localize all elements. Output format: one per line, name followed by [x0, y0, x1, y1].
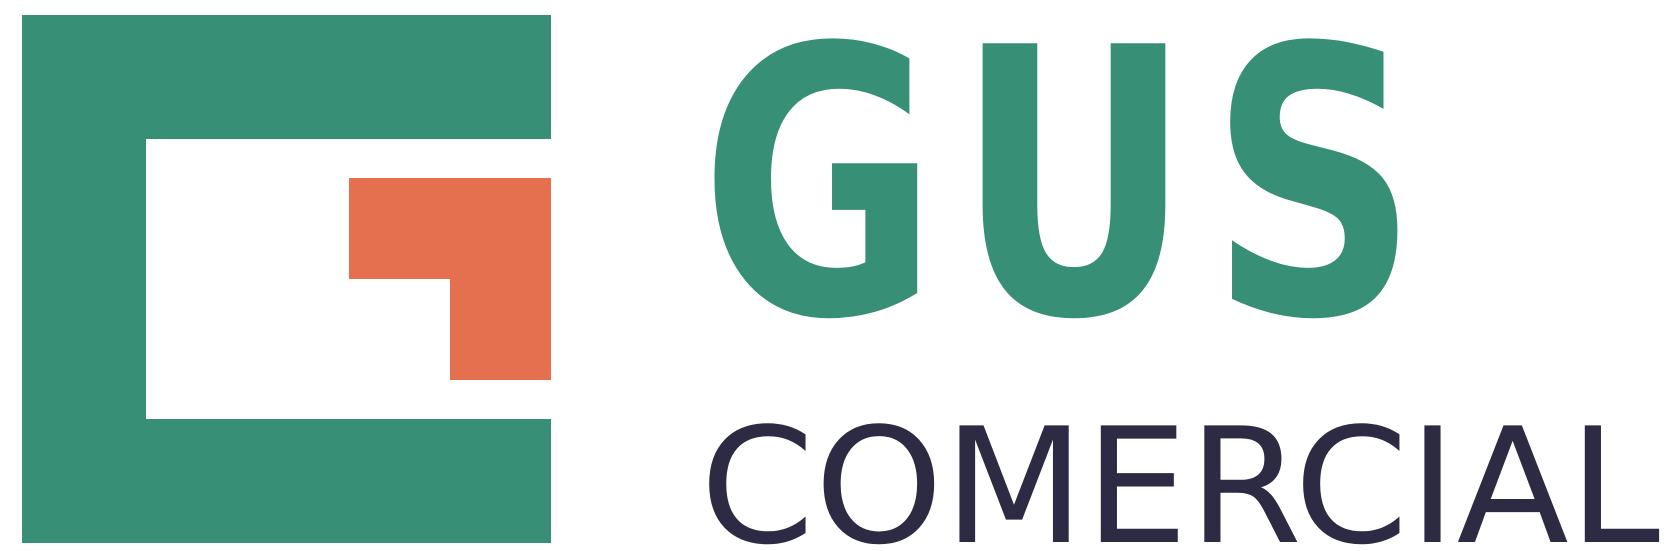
logo-orange-step	[349, 178, 551, 380]
brand-name: GUS	[700, 0, 1436, 401]
brand-subtitle: COMERCIAL	[700, 393, 1660, 551]
logo-green-bracket	[22, 15, 551, 543]
g-bracket-logo-icon	[22, 15, 551, 543]
